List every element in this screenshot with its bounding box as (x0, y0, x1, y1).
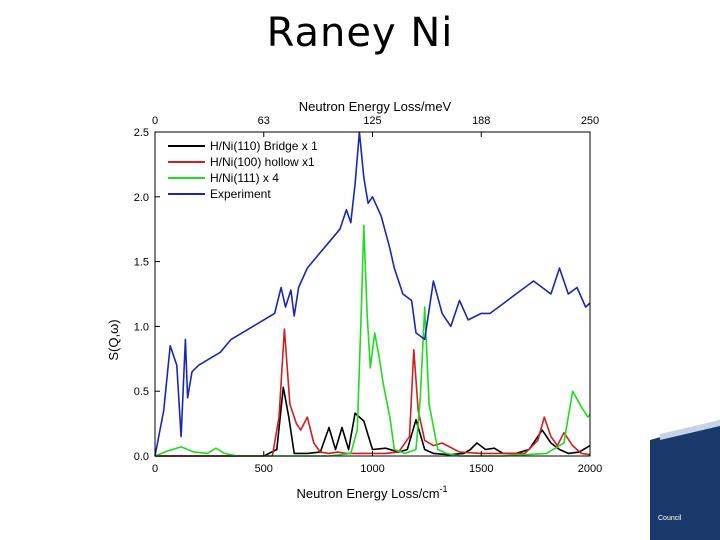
y-axis-label: S(Q,ω) (106, 319, 121, 360)
x-axis: 0 500 1000 1500 2000 (152, 451, 602, 475)
series-line-1 (155, 328, 591, 457)
y-tick-label-2: 1.0 (134, 321, 149, 333)
y-tick-label-4: 2.0 (134, 192, 149, 204)
x-tick-label-0: 0 (152, 463, 158, 475)
council-logo: Council (650, 420, 720, 540)
y-tick-label-5: 2.5 (134, 127, 149, 139)
top-axis-label: Neutron Energy Loss/meV (299, 99, 452, 114)
series-line-2 (154, 224, 591, 457)
x-axis-label-superscript: -1 (440, 484, 448, 494)
x-axis-label: Neutron Energy Loss/cm-1 (296, 484, 447, 501)
top-tick-label-0: 0 (152, 115, 158, 127)
legend-label-3: Experiment (210, 187, 271, 201)
top-tick-label-4: 250 (581, 115, 599, 127)
top-axis: 0 63 125 188 250 (152, 115, 599, 137)
x-tick-label-2: 1000 (360, 463, 384, 475)
legend: H/Ni(110) Bridge x 1 H/Ni(100) hollow x1 H… (168, 139, 318, 201)
top-tick-label-1: 63 (258, 115, 270, 127)
x-tick-label-1: 500 (255, 463, 273, 475)
logo-text: Council (658, 515, 682, 522)
x-tick-label-3: 1500 (469, 463, 493, 475)
series-line-3 (154, 131, 591, 457)
x-axis-label-text: Neutron Energy Loss/cm (296, 486, 439, 501)
x-tick-label-4: 2000 (578, 463, 602, 475)
top-tick-label-2: 125 (363, 115, 381, 127)
y-axis: 0.0 0.5 1.0 1.5 2.0 2.5 (134, 127, 160, 463)
series-line-0 (155, 386, 591, 457)
y-tick-label-0: 0.0 (134, 451, 149, 463)
legend-label-2: H/Ni(111) x 4 (210, 171, 279, 185)
legend-label-1: H/Ni(100) hollow x1 (210, 155, 315, 169)
y-tick-label-1: 0.5 (134, 386, 149, 398)
legend-label-0: H/Ni(110) Bridge x 1 (210, 139, 318, 153)
slide-title: Raney Ni (266, 10, 454, 56)
top-tick-label-3: 188 (472, 115, 490, 127)
y-tick-label-3: 1.5 (134, 257, 149, 269)
